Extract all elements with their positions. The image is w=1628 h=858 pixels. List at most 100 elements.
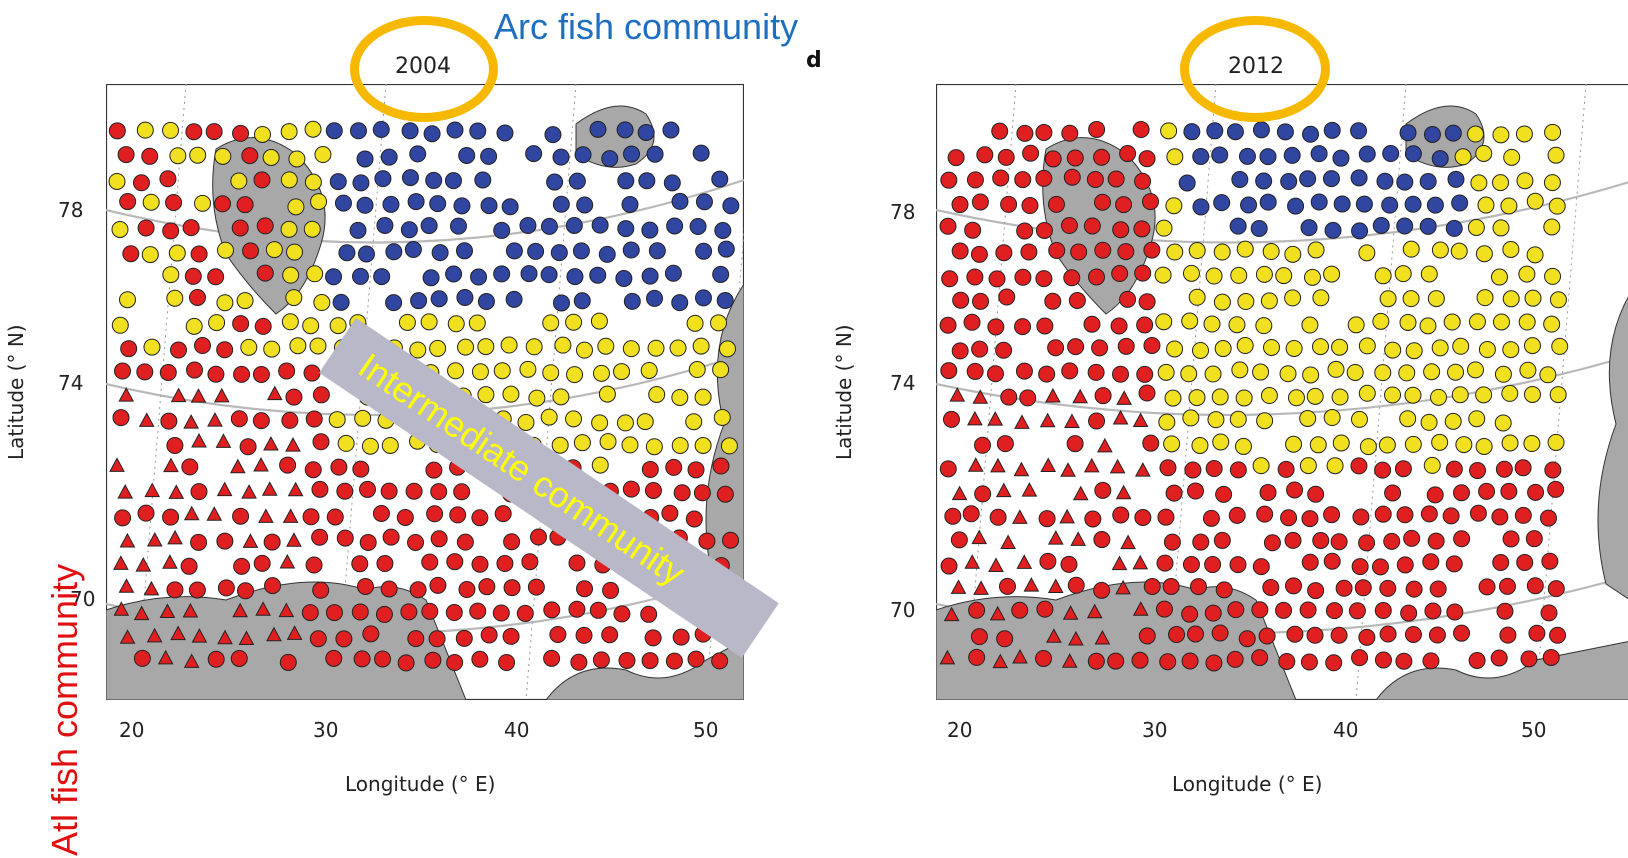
station-triangle <box>967 457 984 472</box>
station-circle <box>1286 625 1304 643</box>
station-triangle <box>119 532 136 548</box>
station-circle <box>503 533 521 551</box>
station-circle <box>122 245 140 263</box>
station-triangle <box>950 579 967 594</box>
station-circle <box>166 289 184 307</box>
station-circle <box>1236 240 1254 258</box>
station-circle <box>162 222 180 240</box>
station-circle <box>216 532 234 550</box>
station-circle <box>1427 532 1445 550</box>
station-circle <box>695 242 713 260</box>
novaya-zemlya <box>1597 296 1628 600</box>
station-circle <box>1234 437 1252 455</box>
station-circle <box>544 126 562 144</box>
station-circle <box>1500 482 1518 500</box>
station-circle <box>576 196 594 214</box>
station-circle <box>714 221 732 239</box>
station-circle <box>136 363 154 381</box>
station-circle <box>424 651 442 669</box>
station-triangle <box>183 414 199 429</box>
station-circle <box>119 291 137 309</box>
station-circle <box>231 219 249 237</box>
station-circle <box>302 317 320 335</box>
station-circle <box>695 193 713 211</box>
station-circle <box>971 340 989 358</box>
station-circle <box>1061 124 1079 142</box>
station-circle <box>1251 649 1269 667</box>
station-circle <box>256 264 274 282</box>
station-circle <box>120 340 138 358</box>
station-circle <box>1307 241 1325 259</box>
station-circle <box>421 602 439 620</box>
station-circle <box>1451 194 1469 212</box>
station-circle <box>280 220 298 238</box>
station-circle <box>304 173 322 191</box>
station-circle <box>1141 193 1159 211</box>
station-circle <box>1154 266 1172 284</box>
station-circle <box>241 147 259 165</box>
station-circle <box>376 555 394 573</box>
station-circle <box>1551 337 1569 355</box>
station-circle <box>694 289 712 307</box>
station-circle <box>1214 340 1232 358</box>
station-circle <box>1470 174 1488 192</box>
station-circle <box>1014 318 1032 336</box>
station-circle <box>1422 652 1440 670</box>
station-circle <box>114 509 132 527</box>
station-circle <box>1404 435 1422 453</box>
station-circle <box>1181 652 1199 670</box>
station-circle <box>256 217 274 235</box>
lat-tick-74-right: 74 <box>890 371 916 395</box>
station-triangle <box>1070 531 1087 546</box>
station-circle <box>549 625 567 643</box>
station-circle <box>455 629 473 647</box>
station-circle <box>252 412 270 430</box>
station-triangle <box>967 410 983 426</box>
station-circle <box>496 124 514 142</box>
station-triangle <box>1014 414 1030 429</box>
station-triangle <box>146 627 163 643</box>
station-triangle <box>951 485 968 501</box>
station-triangle <box>1072 388 1088 404</box>
station-circle <box>1494 414 1512 432</box>
station-circle <box>1395 652 1413 670</box>
station-circle <box>1133 220 1151 238</box>
station-circle <box>1443 313 1461 331</box>
station-circle <box>1543 174 1561 192</box>
station-circle <box>279 653 297 671</box>
station-circle <box>159 364 177 382</box>
station-circle <box>1230 266 1248 284</box>
station-circle <box>527 578 545 596</box>
station-circle <box>430 290 448 308</box>
station-circle <box>1374 364 1392 382</box>
station-circle <box>665 458 683 476</box>
station-circle <box>1083 217 1101 235</box>
station-circle <box>1475 144 1493 162</box>
station-circle <box>1035 649 1053 667</box>
station-circle <box>1035 169 1053 187</box>
station-triangle <box>1000 534 1016 549</box>
station-circle <box>970 245 988 263</box>
station-circle <box>989 508 1007 526</box>
station-circle <box>313 294 331 312</box>
station-circle <box>1354 579 1372 597</box>
station-circle <box>304 120 322 138</box>
station-circle <box>1427 290 1445 308</box>
station-circle <box>425 171 443 189</box>
station-circle <box>613 605 631 623</box>
station-triangle <box>1068 630 1084 646</box>
station-triangle <box>238 630 255 646</box>
station-circle <box>1444 412 1462 430</box>
station-circle <box>1204 556 1222 574</box>
station-circle <box>409 145 427 163</box>
station-circle <box>1048 241 1066 259</box>
station-triangle <box>1023 577 1040 592</box>
station-circle <box>646 289 664 307</box>
station-circle <box>692 144 710 162</box>
station-circle <box>1168 626 1186 644</box>
station-circle <box>1348 602 1366 620</box>
station-circle <box>1326 457 1344 475</box>
station-circle <box>951 342 969 360</box>
station-circle <box>1394 265 1412 283</box>
station-circle <box>193 337 211 355</box>
